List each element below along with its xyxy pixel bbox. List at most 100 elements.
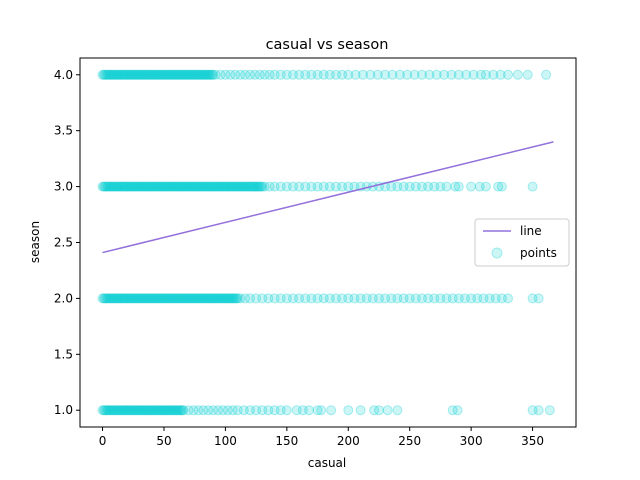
scatter-point [119, 293, 130, 304]
scatter-point [183, 69, 194, 80]
x-tick-label: 0 [99, 434, 107, 448]
scatter-point [205, 69, 216, 80]
scatter-point [249, 69, 260, 80]
scatter-point [245, 293, 255, 304]
scatter-point [254, 181, 265, 192]
scatter-point [140, 405, 151, 416]
scatter-point [247, 181, 258, 192]
scatter-point [179, 293, 190, 304]
scatter-point [369, 405, 380, 416]
scatter-point [145, 293, 156, 304]
scatter-point [343, 69, 354, 80]
scatter-point [100, 405, 110, 416]
scatter-point [100, 293, 110, 304]
scatter-point [441, 293, 452, 304]
scatter-point [199, 293, 210, 304]
scatter-point [417, 293, 427, 304]
scatter-point [488, 69, 499, 80]
scatter-point [162, 405, 173, 416]
scatter-point [386, 293, 397, 304]
scatter-point [156, 181, 167, 192]
scatter-point [404, 293, 415, 304]
scatter-point [192, 293, 203, 304]
scatter-point [230, 181, 241, 192]
scatter-point [297, 405, 308, 416]
scatter-point [372, 69, 383, 80]
scatter-point [232, 293, 243, 304]
scatter-point [450, 181, 461, 192]
scatter-point [119, 405, 130, 416]
scatter-point [138, 405, 149, 416]
scatter-point [100, 69, 110, 80]
scatter-point [136, 293, 147, 304]
scatter-point [149, 69, 160, 80]
scatter-point [337, 69, 348, 80]
scatter-point [161, 181, 172, 192]
scatter-point [189, 69, 200, 80]
scatter-point [350, 69, 361, 80]
scatter-point [147, 181, 158, 192]
scatter-point [102, 293, 113, 304]
scatter-point [122, 181, 133, 192]
scatter-point [461, 69, 472, 80]
scatter-point [146, 181, 157, 192]
scatter-point [202, 181, 212, 192]
y-tick-label: 1.0 [54, 403, 73, 417]
scatter-point [331, 69, 341, 80]
scatter-point [281, 181, 292, 192]
scatter-point [197, 181, 208, 192]
scatter-point [112, 181, 123, 192]
scatter-point [218, 181, 228, 192]
scatter-point [306, 69, 317, 80]
scatter-point [167, 293, 178, 304]
scatter-point [98, 293, 109, 304]
scatter-point [112, 405, 123, 416]
y-tick-label: 2.5 [54, 236, 73, 250]
scatter-point [264, 69, 275, 80]
scatter-point [187, 69, 198, 80]
scatter-point [161, 405, 172, 416]
x-tick-label: 50 [156, 434, 171, 448]
scatter-point [102, 69, 113, 80]
scatter-point [249, 181, 260, 192]
scatter-point [275, 293, 286, 304]
scatter-point [203, 69, 214, 80]
scatter-point [233, 181, 244, 192]
scatter-point [533, 293, 544, 304]
scatter-point [122, 69, 133, 80]
scatter-point [236, 181, 247, 192]
scatter-point [183, 405, 194, 416]
scatter-point [496, 181, 507, 192]
scatter-point [113, 293, 124, 304]
scatter-point [117, 293, 128, 304]
scatter-point [128, 69, 139, 80]
scatter-point [453, 69, 464, 80]
y-tick-label: 3.0 [54, 180, 73, 194]
scatter-point [193, 405, 204, 416]
scatter-point [120, 69, 131, 80]
scatter-point [181, 293, 192, 304]
scatter-point [179, 181, 190, 192]
scatter-point [331, 293, 341, 304]
scatter-point [195, 181, 206, 192]
scatter-point [101, 181, 112, 192]
scatter-point [337, 181, 348, 192]
scatter-point [213, 181, 223, 192]
scatter-point [125, 181, 136, 192]
scatter-point [544, 405, 555, 416]
scatter-point [190, 69, 201, 80]
scatter-point [101, 69, 112, 80]
scatter-point [104, 181, 115, 192]
scatter-point [98, 69, 109, 80]
scatter-point [123, 293, 134, 304]
scatter-point [157, 181, 168, 192]
scatter-point [294, 181, 305, 192]
scatter-point [176, 293, 187, 304]
scatter-point [495, 69, 506, 80]
scatter-point [128, 405, 139, 416]
scatter-point [116, 293, 126, 304]
scatter-point [98, 181, 109, 192]
scatter-point [380, 69, 391, 80]
scatter-point [162, 69, 173, 80]
scatter-point [100, 181, 110, 192]
